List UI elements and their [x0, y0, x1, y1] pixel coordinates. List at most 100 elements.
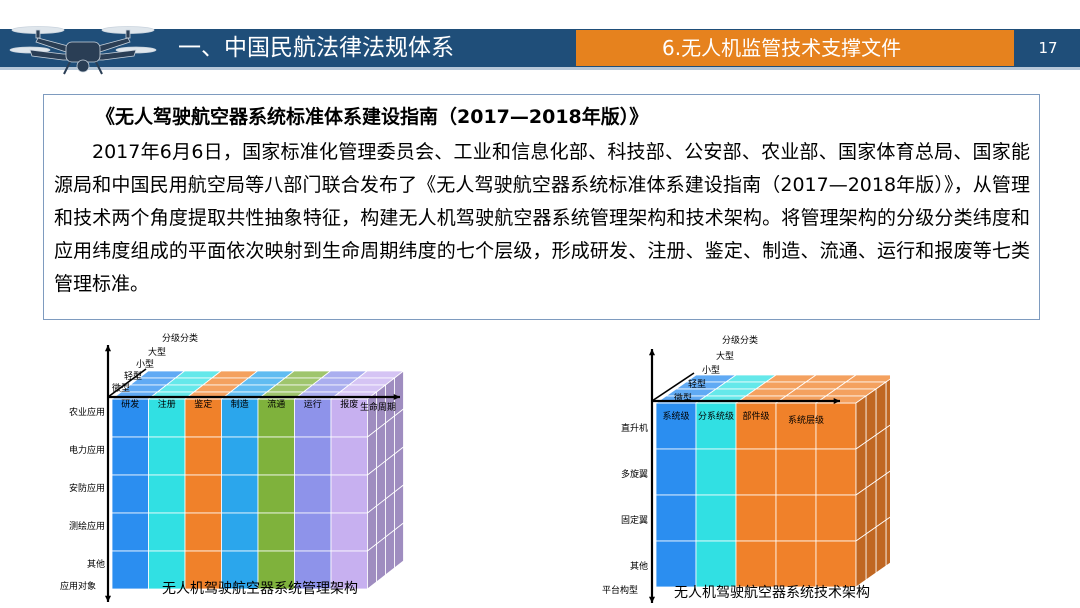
cube-front — [184, 436, 222, 476]
level-label: 系统级 — [662, 410, 689, 422]
cube-front — [294, 436, 332, 476]
cube-front — [735, 494, 777, 542]
platform-label: 多旋翼 — [621, 468, 648, 480]
cube-side — [865, 434, 877, 489]
axis-depth — [651, 372, 695, 402]
application-label: 农业应用 — [69, 406, 105, 418]
cube-front — [330, 550, 368, 590]
depth-label: 大型 — [148, 346, 166, 358]
cube-front — [184, 512, 222, 552]
depth-label: 小型 — [136, 359, 154, 370]
axis-down — [104, 589, 112, 602]
section-title: 一、中国民航法律法规体系 — [178, 35, 454, 61]
cube-front — [330, 474, 368, 514]
cube-side — [367, 391, 377, 438]
cube-front — [655, 540, 697, 588]
cube-front — [655, 494, 697, 542]
depth-label: 大型 — [716, 350, 734, 362]
cube-front — [221, 474, 259, 514]
technical-block-grid — [654, 374, 890, 588]
cube-front — [775, 540, 817, 588]
text-box: 《无人驾驶航空器系统标准体系建设指南（2017—2018年版）》 2017年6月… — [43, 94, 1040, 320]
cube-front — [775, 494, 817, 542]
cube-side — [385, 529, 395, 576]
cube-front — [655, 448, 697, 496]
cube-front — [111, 550, 149, 590]
cube-front — [735, 448, 777, 496]
technical-caption: 无人机驾驶航空器系统技术架构 — [674, 585, 870, 601]
cube-side — [376, 536, 386, 583]
cube-front — [815, 494, 857, 542]
cube-side — [865, 480, 877, 535]
cube-front — [111, 436, 149, 476]
cube-side — [875, 473, 887, 528]
cube-side — [394, 446, 404, 493]
cube-front — [695, 402, 737, 450]
cube-side — [367, 467, 377, 514]
application-label: 电力应用 — [69, 444, 105, 456]
cube-side — [885, 378, 890, 429]
cube-side — [376, 422, 386, 469]
axis-vertical — [104, 345, 112, 589]
stage-label: 报废 — [340, 398, 358, 410]
platform-label: 固定翼 — [621, 514, 648, 526]
cube-front — [775, 402, 817, 450]
axis-vertical — [648, 349, 656, 589]
axis-lifecycle — [108, 393, 400, 401]
application-label: 测绘应用 — [69, 520, 105, 532]
cube-front — [815, 448, 857, 496]
cube-front — [257, 398, 295, 438]
level-label: 部件级 — [742, 410, 769, 422]
cube-front — [330, 512, 368, 552]
document-body: 2017年6月6日，国家标准化管理委员会、工业和信息化部、科技部、公安部、农业部… — [54, 141, 1030, 295]
stage-label: 研发 — [121, 398, 139, 410]
cube-side — [885, 424, 890, 475]
cube-front — [111, 512, 149, 552]
cube-side — [855, 487, 867, 542]
cube-front — [257, 512, 295, 552]
cube-front — [111, 474, 149, 514]
cube-front — [330, 436, 368, 476]
cube-front — [294, 474, 332, 514]
drone-icon — [9, 26, 157, 75]
axis-label-system-level: 系统层级 — [788, 414, 824, 426]
cube-front — [257, 436, 295, 476]
cube-front — [695, 540, 737, 588]
subsection-tab: 6.无人机监管技术支撑文件 — [576, 30, 1014, 66]
cube-side — [385, 453, 395, 500]
cube-side — [885, 470, 890, 521]
cube-front — [294, 512, 332, 552]
depth-label: 微型 — [112, 382, 130, 394]
cube-side — [875, 427, 887, 482]
cube-front — [294, 398, 332, 438]
cube-side — [385, 415, 395, 462]
application-label: 其他 — [87, 558, 105, 570]
depth-label: 微型 — [674, 392, 692, 404]
cube-front — [148, 512, 186, 552]
cube-side — [367, 543, 377, 590]
axis-label-platform: 平台构型 — [602, 584, 638, 596]
stage-label: 注册 — [158, 398, 176, 410]
cube-side — [865, 526, 877, 581]
cube-side — [394, 484, 404, 531]
cube-front — [221, 398, 259, 438]
stage-label: 运行 — [304, 398, 322, 410]
axis-label-classification: 分级分类 — [722, 334, 758, 346]
cube-front — [695, 448, 737, 496]
cube-front — [221, 512, 259, 552]
header-divider — [0, 67, 1080, 70]
cube-side — [875, 381, 887, 436]
cube-front — [148, 398, 186, 438]
axis-down — [648, 589, 656, 603]
cube-side — [367, 429, 377, 476]
cube-front — [815, 402, 857, 450]
cube-side — [385, 491, 395, 538]
cube-side — [855, 395, 867, 450]
platform-label: 其他 — [630, 560, 648, 572]
cube-side — [885, 516, 890, 567]
stage-label: 制造 — [231, 398, 249, 410]
cube-side — [367, 505, 377, 552]
stage-label: 鉴定 — [194, 398, 212, 410]
